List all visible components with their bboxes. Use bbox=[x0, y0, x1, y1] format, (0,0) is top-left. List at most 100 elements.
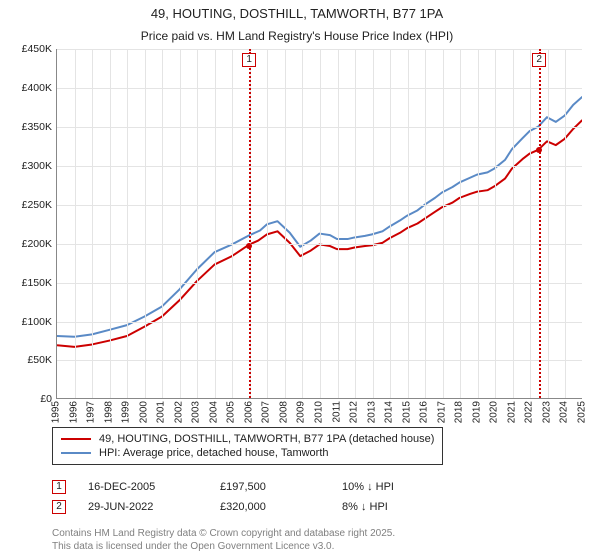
gridline-v bbox=[302, 49, 303, 398]
x-tick-label: 2025 bbox=[577, 401, 588, 423]
attribution-line2: This data is licensed under the Open Gov… bbox=[52, 540, 586, 553]
x-axis: 1995199619971998199920002001200220032004… bbox=[56, 399, 582, 419]
x-tick-label: 1995 bbox=[51, 401, 62, 423]
x-tick-label: 2008 bbox=[278, 401, 289, 423]
sale-vline-label: 1 bbox=[242, 53, 256, 67]
x-tick-label: 2024 bbox=[559, 401, 570, 423]
gridline-v bbox=[215, 49, 216, 398]
x-tick-label: 1998 bbox=[103, 401, 114, 423]
gridline-v bbox=[162, 49, 163, 398]
gridline-v bbox=[373, 49, 374, 398]
sale-row: 1 16-DEC-2005 £197,500 10% ↓ HPI bbox=[52, 477, 586, 497]
y-tick-label: £300K bbox=[22, 160, 52, 172]
sale-date: 16-DEC-2005 bbox=[88, 481, 198, 493]
chart-title-line2: Price paid vs. HM Land Registry's House … bbox=[8, 29, 586, 43]
x-tick-label: 2013 bbox=[366, 401, 377, 423]
legend-swatch bbox=[61, 452, 91, 454]
sale-date: 29-JUN-2022 bbox=[88, 501, 198, 513]
x-tick-label: 2014 bbox=[384, 401, 395, 423]
gridline-v bbox=[565, 49, 566, 398]
gridline-v bbox=[460, 49, 461, 398]
legend-row: 49, HOUTING, DOSTHILL, TAMWORTH, B77 1PA… bbox=[61, 432, 434, 446]
x-tick-label: 2006 bbox=[243, 401, 254, 423]
gridline-v bbox=[355, 49, 356, 398]
gridline-v bbox=[530, 49, 531, 398]
x-tick-label: 2000 bbox=[138, 401, 149, 423]
x-tick-label: 2023 bbox=[541, 401, 552, 423]
x-tick-label: 2017 bbox=[436, 401, 447, 423]
legend-row: HPI: Average price, detached house, Tamw… bbox=[61, 446, 434, 460]
gridline-v bbox=[425, 49, 426, 398]
x-tick-label: 2007 bbox=[261, 401, 272, 423]
legend-label: HPI: Average price, detached house, Tamw… bbox=[99, 447, 329, 459]
gridline-v bbox=[513, 49, 514, 398]
y-tick-label: £400K bbox=[22, 82, 52, 94]
x-tick-label: 2009 bbox=[296, 401, 307, 423]
plot-area: 12 bbox=[56, 49, 582, 399]
x-tick-label: 1999 bbox=[121, 401, 132, 423]
gridline-v bbox=[390, 49, 391, 398]
sales-table: 1 16-DEC-2005 £197,500 10% ↓ HPI 2 29-JUN-202… bbox=[52, 477, 586, 517]
x-tick-label: 2001 bbox=[156, 401, 167, 423]
gridline-v bbox=[320, 49, 321, 398]
gridline-v bbox=[92, 49, 93, 398]
sale-marker-box: 1 bbox=[52, 480, 66, 494]
x-tick-label: 2020 bbox=[489, 401, 500, 423]
x-tick-label: 2015 bbox=[401, 401, 412, 423]
legend-label: 49, HOUTING, DOSTHILL, TAMWORTH, B77 1PA… bbox=[99, 433, 434, 445]
attribution-line1: Contains HM Land Registry data © Crown c… bbox=[52, 527, 586, 540]
y-axis: £0£50K£100K£150K£200K£250K£300K£350K£400… bbox=[12, 49, 56, 399]
x-tick-label: 2016 bbox=[419, 401, 430, 423]
sale-row: 2 29-JUN-2022 £320,000 8% ↓ HPI bbox=[52, 497, 586, 517]
gridline-v bbox=[338, 49, 339, 398]
gridline-v bbox=[110, 49, 111, 398]
gridline-v bbox=[495, 49, 496, 398]
sale-marker-box: 2 bbox=[52, 500, 66, 514]
gridline-v bbox=[127, 49, 128, 398]
sale-vline-label: 2 bbox=[532, 53, 546, 67]
sale-price: £197,500 bbox=[220, 481, 320, 493]
sale-price: £320,000 bbox=[220, 501, 320, 513]
sale-vline bbox=[539, 49, 541, 398]
sale-point-marker bbox=[246, 243, 252, 249]
gridline-v bbox=[408, 49, 409, 398]
x-tick-label: 2019 bbox=[471, 401, 482, 423]
gridline-v bbox=[232, 49, 233, 398]
gridline-v bbox=[180, 49, 181, 398]
legend-box: 49, HOUTING, DOSTHILL, TAMWORTH, B77 1PA… bbox=[52, 427, 443, 465]
sale-vline bbox=[249, 49, 251, 398]
x-tick-label: 2003 bbox=[191, 401, 202, 423]
x-tick-label: 2022 bbox=[524, 401, 535, 423]
gridline-v bbox=[145, 49, 146, 398]
y-tick-label: £200K bbox=[22, 238, 52, 250]
chart-container: 49, HOUTING, DOSTHILL, TAMWORTH, B77 1PA… bbox=[0, 0, 600, 560]
x-tick-label: 2010 bbox=[314, 401, 325, 423]
gridline-v bbox=[267, 49, 268, 398]
sale-diff: 10% ↓ HPI bbox=[342, 481, 452, 493]
sale-diff: 8% ↓ HPI bbox=[342, 501, 452, 513]
chart-title-line1: 49, HOUTING, DOSTHILL, TAMWORTH, B77 1PA bbox=[8, 6, 586, 23]
gridline-v bbox=[197, 49, 198, 398]
gridline-v bbox=[478, 49, 479, 398]
x-tick-label: 2005 bbox=[226, 401, 237, 423]
x-tick-label: 2004 bbox=[208, 401, 219, 423]
legend-swatch bbox=[61, 438, 91, 440]
x-tick-label: 1996 bbox=[68, 401, 79, 423]
y-tick-label: £350K bbox=[22, 121, 52, 133]
x-tick-label: 1997 bbox=[86, 401, 97, 423]
y-tick-label: £150K bbox=[22, 277, 52, 289]
x-tick-label: 2002 bbox=[173, 401, 184, 423]
attribution: Contains HM Land Registry data © Crown c… bbox=[52, 527, 586, 553]
x-tick-label: 2012 bbox=[349, 401, 360, 423]
y-tick-label: £50K bbox=[27, 354, 52, 366]
gridline-v bbox=[443, 49, 444, 398]
x-tick-label: 2021 bbox=[506, 401, 517, 423]
x-tick-label: 2018 bbox=[454, 401, 465, 423]
y-tick-label: £450K bbox=[22, 43, 52, 55]
x-tick-label: 2011 bbox=[331, 401, 342, 423]
sale-point-marker bbox=[536, 147, 542, 153]
gridline-v bbox=[75, 49, 76, 398]
gridline-v bbox=[548, 49, 549, 398]
gridline-v bbox=[285, 49, 286, 398]
y-tick-label: £100K bbox=[22, 316, 52, 328]
